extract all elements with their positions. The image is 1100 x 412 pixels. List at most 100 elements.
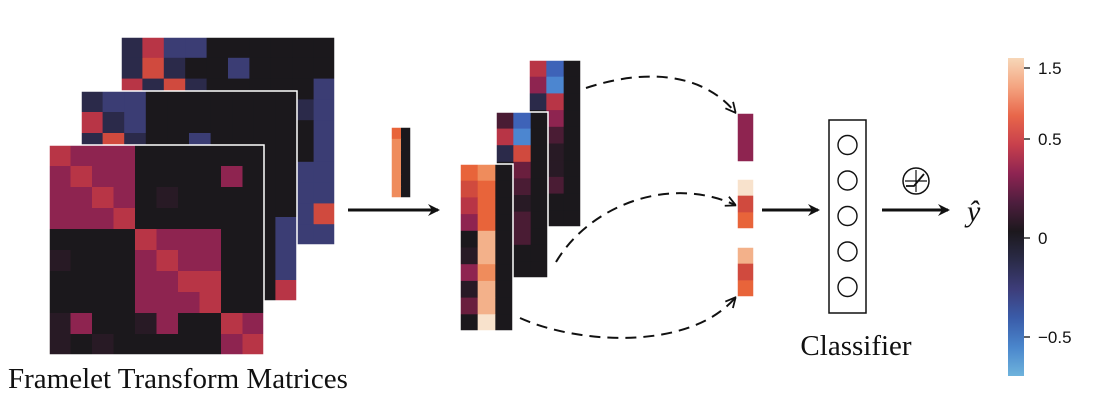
feature-back-cell [546, 126, 565, 144]
matrix-front-cell [221, 187, 243, 209]
pooled-vector-top-cell [737, 129, 755, 147]
matrix-front-cell [156, 292, 179, 314]
matrix-back-cell [313, 161, 336, 183]
feature-front-cell [495, 247, 514, 265]
colorbar-tick-label: 0 [1038, 229, 1047, 248]
output-label: ŷ [964, 195, 981, 228]
matrix-front-cell [178, 250, 200, 272]
matrix-back-cell [228, 37, 250, 59]
matrix-middle-cell [124, 112, 147, 134]
classifier-node [837, 205, 858, 227]
matrix-front-cell [156, 229, 179, 251]
matrix-back-cell [121, 57, 143, 79]
feature-back-cell [546, 210, 565, 228]
filter-column-cell [391, 162, 402, 175]
feature-middle-cell [513, 195, 532, 212]
feature-front-cell [495, 264, 514, 282]
feature-front-cell [495, 297, 514, 315]
matrix-front-cell [156, 250, 179, 272]
matrix-front-cell [199, 187, 222, 209]
feature-back-cell [546, 193, 565, 211]
matrix-middle-cell [275, 238, 298, 260]
matrix-front-cell [178, 187, 200, 209]
classifier-node [837, 276, 858, 298]
feature-middle-cell [513, 228, 532, 246]
matrix-back-cell [313, 182, 336, 204]
feature-front-cell [477, 197, 496, 215]
relu-activation-icon [902, 167, 930, 195]
feature-back-cell [546, 60, 565, 78]
feature-back-cell [563, 143, 582, 161]
matrix-middle-cell [81, 91, 103, 113]
matrix-back-cell [313, 37, 336, 59]
matrix-front-cell [242, 145, 265, 167]
classifier-node [837, 241, 858, 262]
matrix-middle-cell [275, 175, 298, 197]
feature-front-cell [477, 180, 496, 198]
colorbar-gradient [1008, 58, 1024, 376]
matrix-front-cell [49, 334, 71, 356]
matrix-front-cell [135, 250, 157, 272]
filter-column-cell [401, 174, 412, 187]
feature-middle-cell [530, 128, 549, 146]
colorbar-ticks: 1.5 0.5 0 −0.5 [1024, 59, 1072, 347]
pooled-vector-top [736, 112, 755, 163]
feature-front-cell [495, 230, 514, 248]
matrix-middle-cell [145, 91, 168, 113]
matrix-front-cell [135, 292, 157, 314]
pooled-vector-bottom-cell [737, 263, 755, 281]
matrix-middle-cell [275, 112, 298, 134]
matrix-middle-cell [275, 91, 298, 113]
pooled-feature-vectors [736, 112, 755, 298]
matrix-front-cell [199, 313, 222, 335]
dashed-arrow-bottom [519, 298, 735, 339]
feature-front-cell [477, 280, 496, 298]
matrix-front-cell [113, 229, 136, 251]
matrix-back-cell [163, 37, 186, 59]
feature-middle-cell [530, 145, 549, 163]
matrix-front-cell [242, 229, 265, 251]
matrix-front-cell [199, 145, 222, 167]
matrix-front-cell [70, 145, 93, 167]
matrix-front-cell [49, 187, 71, 209]
matrix-front-cell [49, 250, 71, 272]
matrix-middle-cell [275, 280, 298, 302]
matrix-back-cell [206, 37, 229, 59]
matrix-front-cell [242, 313, 265, 335]
matrix-front-cell [92, 292, 114, 314]
matrix-front-cell [49, 292, 71, 314]
framelet-matrix-stack [48, 36, 336, 356]
filter-column-cell [391, 150, 402, 163]
matrix-back-cell [142, 37, 165, 59]
classifier-node [837, 134, 858, 156]
feature-front-cell [477, 314, 496, 332]
matrix-front-cell [135, 208, 157, 230]
matrix-front-cell [92, 166, 114, 188]
matrix-front-cell [242, 250, 265, 272]
filter-column-cell [391, 174, 402, 187]
matrix-back-cell [163, 57, 186, 79]
filter-vector [390, 126, 412, 199]
matrix-back-cell [313, 57, 336, 79]
feature-back-cell [563, 210, 582, 228]
feature-front-cell [477, 264, 496, 282]
feature-front-cell [460, 297, 479, 315]
matrix-front-cell [221, 313, 243, 335]
feature-middle-cell [513, 211, 532, 229]
matrix-front-cell [221, 166, 243, 188]
pooled-vector-middle [736, 178, 755, 230]
matrix-middle-cell [81, 112, 103, 134]
feature-front-cell [460, 264, 479, 282]
matrix-front-cell [49, 229, 71, 251]
matrix-front-cell [156, 187, 179, 209]
matrix-front-cell [92, 313, 114, 335]
feature-front-cell [477, 214, 496, 232]
pooled-vector-top-cell [737, 113, 755, 130]
matrix-middle-cell [102, 112, 125, 134]
matrix-front-cell [70, 229, 93, 251]
feature-front-cell [460, 314, 479, 332]
feature-back-cell [546, 93, 565, 111]
matrix-front-cell [135, 334, 157, 356]
feature-middle-cell [513, 178, 532, 196]
matrix-front-cell [199, 292, 222, 314]
